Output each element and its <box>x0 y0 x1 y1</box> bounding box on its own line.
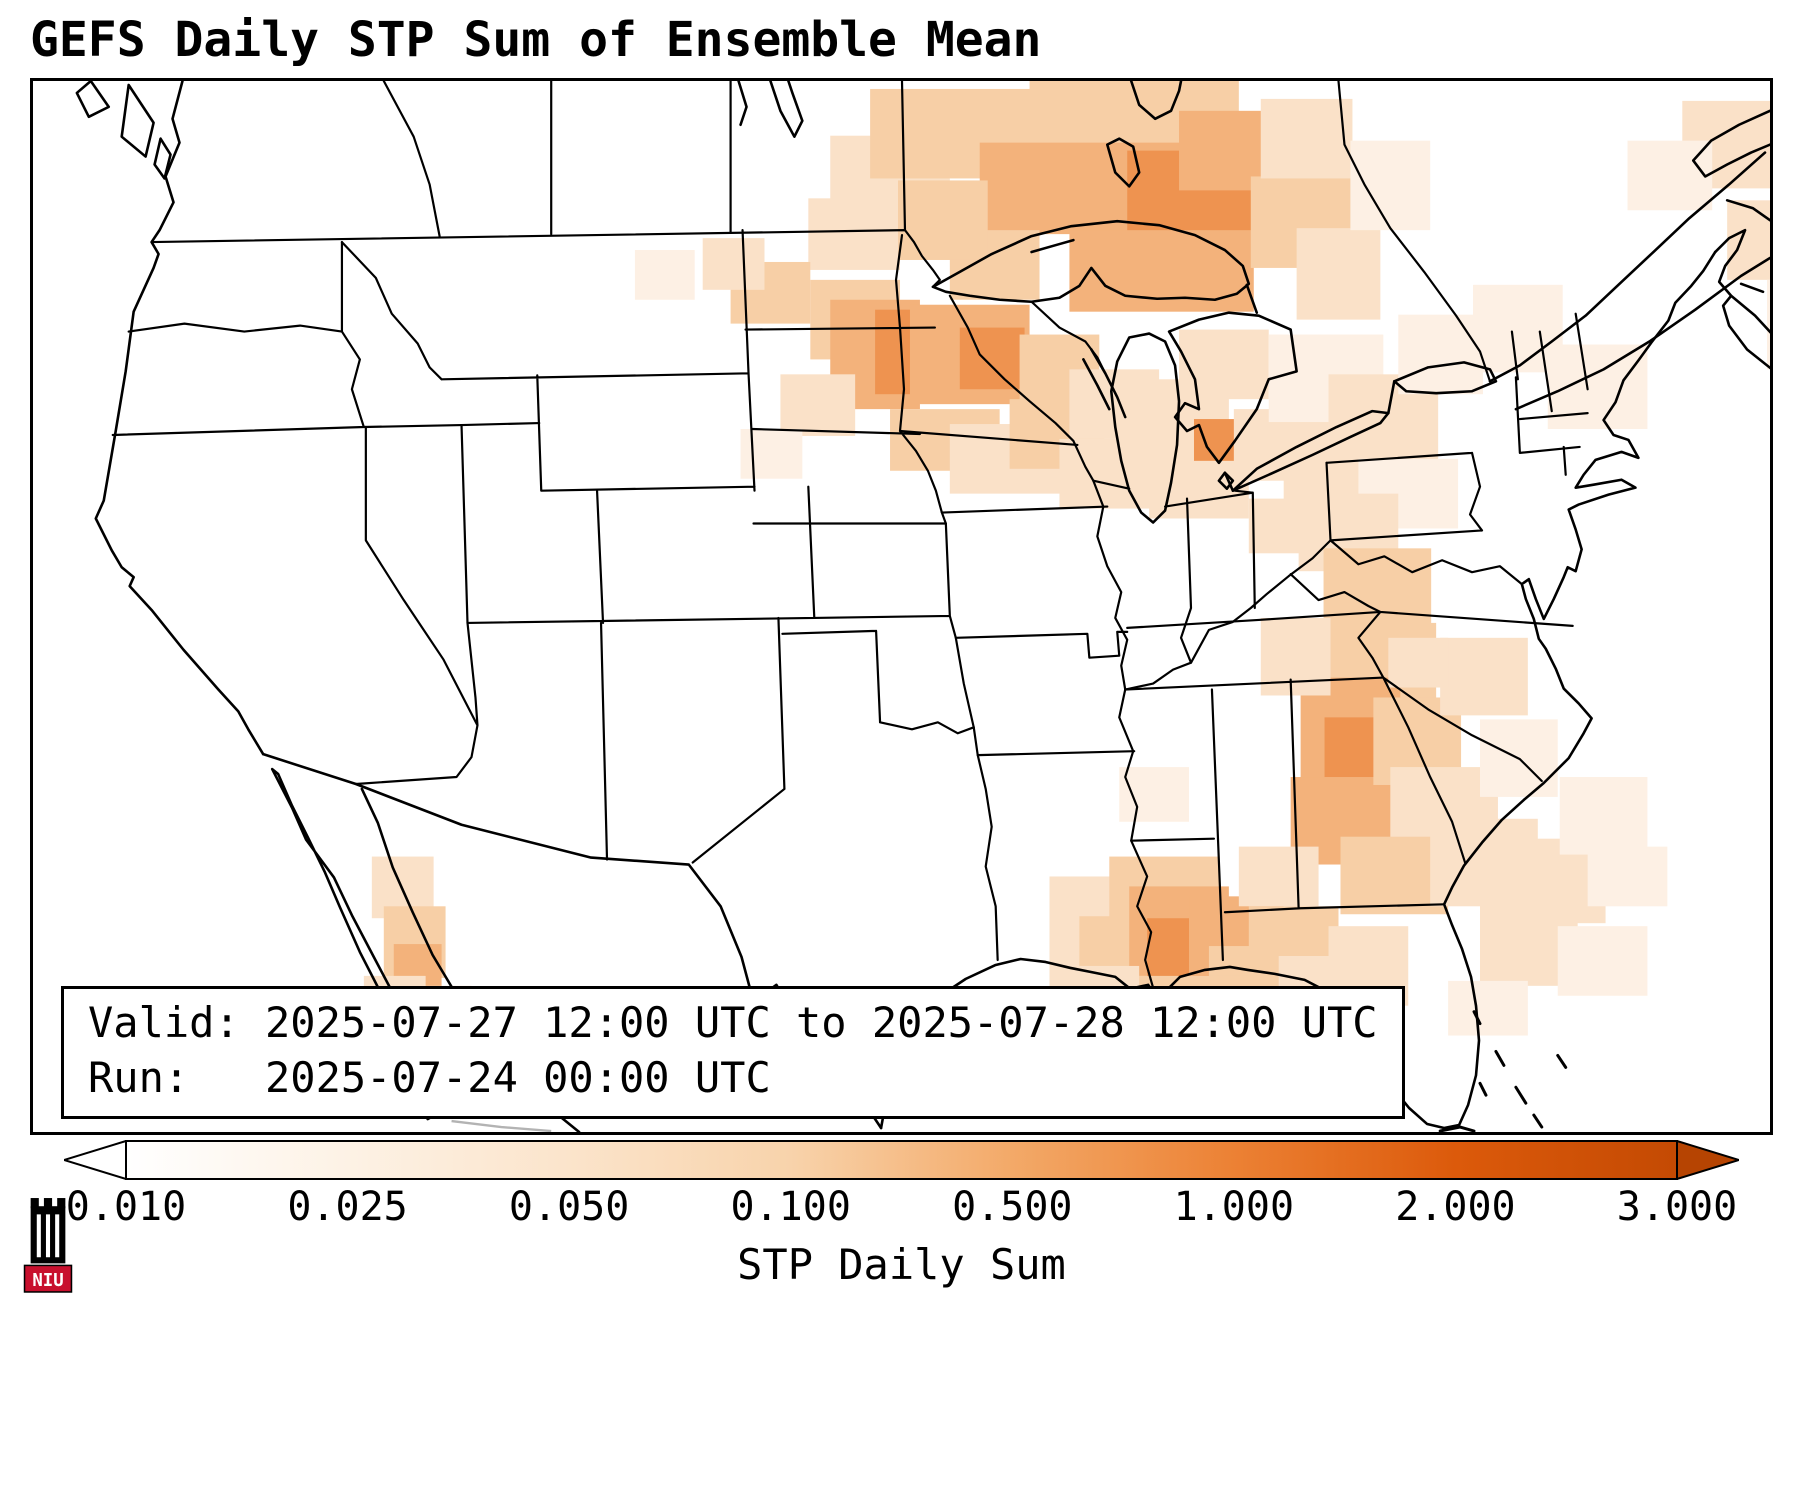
heat-cell <box>1559 777 1648 855</box>
heat-cell <box>1587 846 1668 907</box>
heat-cell <box>740 429 803 479</box>
heat-cell <box>1557 926 1648 996</box>
island-dashes <box>1438 1010 1568 1132</box>
heat-cell <box>702 238 765 290</box>
heat-cell <box>780 374 856 436</box>
heat-cell <box>898 180 988 260</box>
colorbar-tick: 2.000 <box>1395 1184 1516 1230</box>
colorbar-tick: 0.050 <box>508 1184 630 1230</box>
heat-cell <box>808 198 901 270</box>
heat-cell <box>1440 637 1528 716</box>
valid-run-info-box: Valid: 2025-07-27 12:00 UTC to 2025-07-2… <box>61 986 1405 1119</box>
colorbar-body <box>125 1140 1678 1180</box>
colorbar-tick: 0.100 <box>730 1184 851 1230</box>
colorbar-ticks: 0.010 0.025 0.050 0.100 0.500 1.000 2.000 3.000 <box>64 1184 1739 1232</box>
run-time-line: Run: 2025-07-24 00:00 UTC <box>88 1053 771 1103</box>
state-borders <box>111 81 1589 989</box>
colorbar-tick: 0.500 <box>952 1184 1073 1230</box>
heat-cell <box>1350 140 1431 231</box>
heat-cell <box>1398 314 1483 395</box>
heat-cell <box>1448 980 1528 1036</box>
heat-cell <box>1296 228 1381 320</box>
heat-cell <box>1388 637 1449 688</box>
niu-logo: NIU <box>23 1198 73 1293</box>
heat-cell <box>1238 846 1319 907</box>
colorbar-tick: 0.025 <box>287 1184 408 1230</box>
heat-cell <box>1119 767 1190 822</box>
colorbar-under-arrow <box>60 1139 127 1181</box>
heat-cell <box>959 327 1025 390</box>
heat-cell <box>1767 279 1770 370</box>
colorbar-tick: 1.000 <box>1173 1184 1295 1230</box>
heat-cell <box>1323 548 1432 636</box>
colorbar-tick: 3.000 <box>1616 1184 1738 1230</box>
map-panel: Valid: 2025-07-27 12:00 UTC to 2025-07-2… <box>30 78 1773 1135</box>
niu-logo-text: NIU <box>32 1271 63 1291</box>
page-title: GEFS Daily STP Sum of Ensemble Mean <box>30 12 1042 68</box>
conus-map <box>75 81 1770 1132</box>
heat-cell <box>1179 329 1269 400</box>
heat-cell <box>634 250 695 300</box>
stp-heatmap-layer <box>363 81 1770 1076</box>
heat-cell <box>1260 98 1353 179</box>
heat-cell <box>1627 140 1713 211</box>
colorbar-tick: 0.010 <box>65 1184 187 1230</box>
colorbar-label: STP Daily Sum <box>737 1240 1066 1289</box>
valid-time-line: Valid: 2025-07-27 12:00 UTC to 2025-07-2… <box>88 998 1378 1047</box>
colorbar <box>60 1139 1743 1181</box>
heat-cell <box>1727 200 1770 280</box>
colorbar-over-arrow <box>1676 1139 1743 1181</box>
colorbar-graphic <box>60 1139 1743 1181</box>
